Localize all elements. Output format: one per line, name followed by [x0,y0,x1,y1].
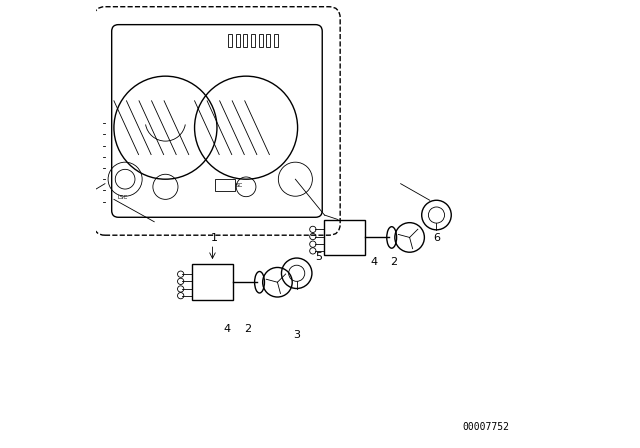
Bar [192,264,233,300]
Text: 6: 6 [433,233,440,243]
Bar [243,34,248,47]
Text: 2: 2 [244,323,251,333]
Bar [266,34,270,47]
Text: 5: 5 [315,252,322,262]
Text: 2: 2 [390,257,397,267]
Text: 4: 4 [370,257,378,267]
Text: 00007752: 00007752 [462,422,509,432]
Text: 1: 1 [211,233,218,243]
Text: 4: 4 [223,323,230,333]
Bar [259,34,262,47]
Text: SC: SC [236,183,243,188]
Text: 3: 3 [293,330,300,340]
Bar [228,34,232,47]
Bar [215,179,235,191]
Text: LSC: LSC [118,195,128,200]
Bar [274,34,278,47]
Bar [236,34,240,47]
Bar [251,34,255,47]
Bar [324,220,365,255]
